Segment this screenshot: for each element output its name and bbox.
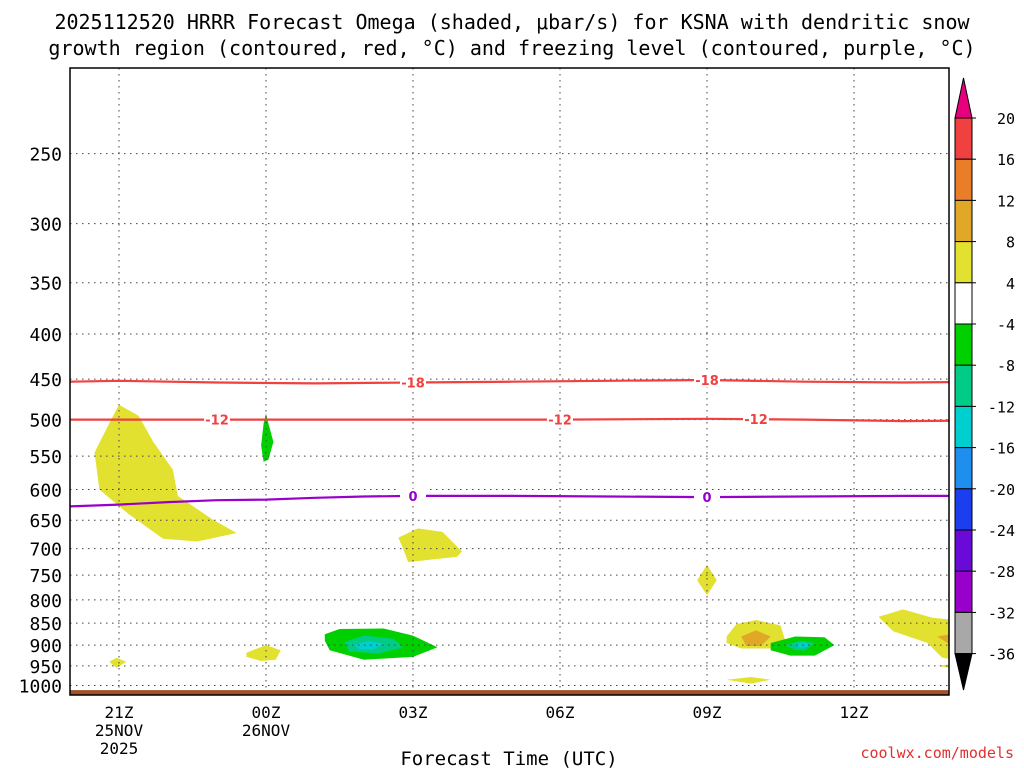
omega-region-rising-yellow-a — [94, 404, 237, 542]
source-credit: coolwx.com/models — [860, 744, 1014, 762]
y-tick-label-500: 500 — [29, 411, 62, 432]
colorbar-swatch — [954, 405, 973, 449]
omega-region-rising-yellow-c — [697, 564, 717, 596]
colorbar-swatch — [954, 117, 973, 160]
colorbar-label: -24 — [988, 522, 1015, 540]
x-tick-label-09Z: 09Z — [693, 703, 722, 722]
omega-region-rising-yellow-i — [726, 677, 771, 684]
colorbar-label: 8 — [1006, 234, 1015, 252]
plot-frame — [69, 67, 950, 696]
colorbar-label: -36 — [988, 646, 1015, 664]
y-axis: 2503003504004505005506006507007508008509… — [19, 145, 62, 698]
omega-region-rising-yellow-e — [109, 657, 127, 668]
colorbar-swatch — [954, 529, 973, 572]
omega-region-rising-orange-f — [741, 630, 771, 646]
y-tick-label-650: 650 — [29, 511, 62, 532]
omega-region-rising-yellow-g — [878, 609, 949, 659]
x-tick-label-21Z: 21Z — [105, 703, 134, 722]
chart-title-line-2: growth region (contoured, red, °C) and f… — [48, 36, 976, 60]
colorbar-bottom-arrow — [954, 653, 973, 691]
colorbar-swatch — [954, 570, 973, 613]
y-tick-label-300: 300 — [29, 215, 62, 236]
contour-label-bg — [400, 375, 426, 390]
y-tick-label-700: 700 — [29, 540, 62, 561]
colorbar-label: -12 — [988, 398, 1015, 416]
omega-region-rising-yellow-d — [246, 645, 281, 661]
omega-shading-layer — [94, 404, 949, 684]
y-tick-label-750: 750 — [29, 566, 62, 587]
colorbar-label: 16 — [997, 151, 1015, 169]
y-tick-label-1000: 1000 — [19, 677, 62, 698]
colorbar-swatch — [954, 241, 973, 284]
contour-layer: -18 -18 -12 -12 -12 0 0 — [70, 372, 949, 508]
contour-label-bg — [694, 490, 720, 505]
colorbar-swatch — [954, 199, 973, 243]
colorbar-swatch — [954, 282, 973, 325]
contour-line-0 — [70, 494, 949, 508]
colorbar-swatch — [954, 158, 973, 201]
colorbar-swatch — [954, 488, 973, 531]
colorbar-swatch — [954, 364, 973, 407]
colorbar-swatch — [954, 611, 973, 655]
chart-title-line-1: 2025112520 HRRR Forecast Omega (shaded, … — [54, 10, 970, 34]
contour-label: -18 — [401, 377, 425, 392]
colorbar-swatch — [954, 323, 973, 366]
x-tick-label-03Z: 03Z — [399, 703, 428, 722]
x-axis-label: Forecast Time (UTC) — [400, 748, 617, 768]
x-tick-label-00Z: 00Z — [252, 703, 281, 722]
colorbar-label: 20 — [997, 110, 1015, 128]
ground-surface — [70, 690, 949, 695]
colorbar-label: 12 — [997, 192, 1015, 210]
y-tick-label-550: 550 — [29, 447, 62, 468]
x-tick-sublabel: 25NOV — [95, 721, 144, 740]
colorbar-label: -4 — [997, 316, 1015, 334]
colorbar-label: 4 — [1006, 275, 1015, 293]
omega-region-rising-yellow-b — [398, 528, 462, 563]
y-tick-label-900: 900 — [29, 636, 62, 657]
ground-layer — [70, 690, 949, 695]
y-tick-label-350: 350 — [29, 274, 62, 295]
colorbar-label: -28 — [988, 563, 1015, 581]
colorbar-label: -8 — [997, 357, 1015, 375]
contour-label: -12 — [548, 414, 572, 429]
y-tick-label-400: 400 — [29, 325, 62, 346]
x-tick-sublabel: 2025 — [100, 739, 139, 758]
contour-label-bg — [547, 412, 573, 427]
contour-label-bg — [400, 488, 426, 503]
contour-label: 0 — [408, 490, 417, 505]
omega-region-rising-orange-g — [937, 634, 949, 645]
contour-label: -12 — [205, 414, 229, 429]
omega-region-sinking-cyan-b — [354, 640, 384, 650]
y-tick-label-950: 950 — [29, 657, 62, 678]
contour-label: -12 — [744, 413, 768, 428]
x-tick-label-06Z: 06Z — [546, 703, 575, 722]
contour-label-bg — [694, 372, 720, 387]
y-tick-label-600: 600 — [29, 481, 62, 502]
omega-region-sinking-green-a — [261, 413, 274, 462]
x-tick-label-12Z: 12Z — [840, 703, 869, 722]
y-tick-label-250: 250 — [29, 145, 62, 166]
colorbar-label: -16 — [988, 440, 1015, 458]
colorbar-swatch — [954, 447, 973, 490]
colorbar-label: -20 — [988, 481, 1015, 499]
x-tick-sublabel: 26NOV — [242, 721, 291, 740]
contour-label: -18 — [695, 374, 719, 389]
colorbar-top-arrow — [954, 77, 973, 119]
y-tick-label-850: 850 — [29, 614, 62, 635]
contour-label: 0 — [702, 491, 711, 506]
colorbar-label: -32 — [988, 604, 1015, 622]
contour-label-bg — [743, 412, 769, 427]
y-tick-label-450: 450 — [29, 370, 62, 391]
colorbar: 20 16 12 8 4 -4 -8 -12 -16 -20 -24 -28 -32 -36 — [954, 77, 1015, 691]
y-tick-label-800: 800 — [29, 591, 62, 612]
contour-label-bg — [204, 412, 230, 427]
contour-line--18 — [70, 378, 949, 385]
